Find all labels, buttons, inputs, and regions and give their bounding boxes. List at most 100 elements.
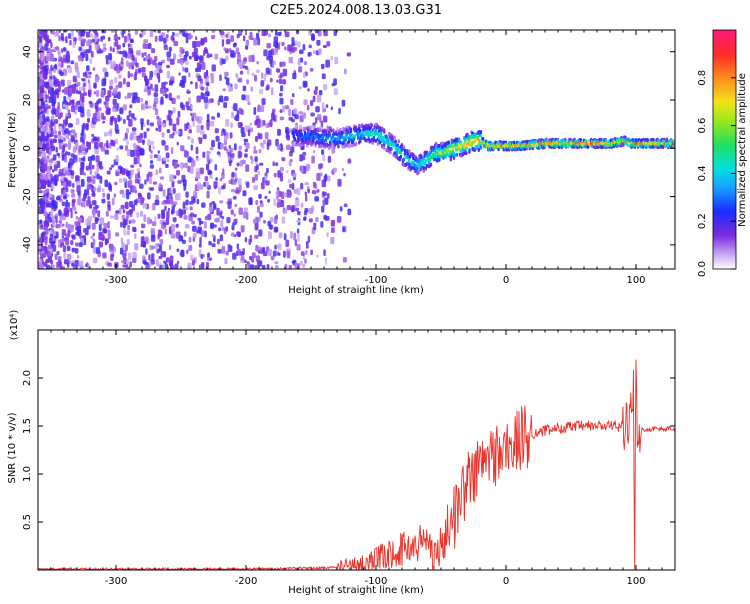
heatmap-noise-cell	[304, 182, 309, 186]
heatmap-noise-cell	[199, 167, 204, 175]
snr-x-axis-label: Height of straight line (km)	[288, 585, 424, 596]
heatmap-noise-cell	[67, 66, 73, 73]
heatmap-noise-cell	[63, 96, 67, 103]
heatmap-noise-cell	[347, 158, 352, 164]
heatmap-noise-cell	[326, 232, 329, 237]
heatmap-noise-cell	[111, 250, 115, 255]
heatmap-ridge-cell	[407, 158, 411, 163]
heatmap-noise-cell	[86, 176, 92, 183]
heatmap-noise-cell	[176, 95, 181, 100]
heatmap-noise-cell	[132, 226, 137, 232]
heatmap-noise-cell	[343, 203, 348, 208]
heatmap-noise-cell	[257, 37, 261, 46]
heatmap-noise-cell	[167, 207, 171, 211]
heatmap-noise-cell	[196, 55, 200, 60]
heatmap-noise-cell	[62, 223, 65, 227]
heatmap-noise-cell	[333, 30, 337, 36]
heatmap-noise-cell	[171, 180, 175, 188]
heatmap-noise-cell	[168, 262, 174, 267]
heatmap-noise-cell	[81, 53, 86, 58]
heatmap-noise-cell	[38, 64, 42, 69]
heatmap-noise-cell	[254, 222, 259, 231]
heatmap-noise-cell	[55, 196, 60, 201]
heatmap-noise-cell	[264, 195, 268, 200]
heatmap-noise-cell	[89, 160, 92, 166]
heatmap-ridge-cell	[312, 138, 315, 143]
heatmap-noise-cell	[126, 81, 131, 88]
heatmap-ridge-cell	[429, 155, 433, 160]
heatmap-noise-cell	[82, 122, 86, 130]
heatmap-noise-cell	[48, 148, 52, 156]
heatmap-noise-cell	[45, 258, 50, 264]
heatmap-noise-cell	[209, 53, 213, 58]
heatmap-noise-cell	[140, 210, 143, 217]
heatmap-noise-cell	[54, 130, 58, 135]
heatmap-noise-cell	[207, 252, 210, 258]
heatmap-noise-cell	[83, 172, 86, 176]
heatmap-noise-cell	[333, 88, 338, 95]
heatmap-noise-cell	[169, 80, 173, 86]
heatmap-ridge-cell	[425, 164, 429, 169]
heatmap-noise-cell	[47, 179, 50, 188]
heatmap-noise-cell	[223, 102, 228, 108]
heatmap-noise-cell	[156, 72, 160, 79]
heatmap-noise-cell	[60, 135, 64, 141]
heatmap-noise-cell	[278, 243, 282, 251]
heatmap-noise-cell	[281, 61, 286, 67]
heatmap-noise-cell	[161, 201, 167, 205]
heatmap-noise-cell	[65, 113, 69, 117]
heatmap-noise-cell	[323, 175, 327, 183]
heatmap-noise-cell	[158, 244, 162, 252]
heatmap-noise-cell	[303, 99, 308, 106]
heatmap-noise-cell	[159, 238, 164, 245]
heatmap-noise-cell	[78, 36, 82, 41]
heatmap-noise-cell	[54, 179, 58, 186]
heatmap-noise-cell	[160, 96, 164, 105]
heatmap-noise-cell	[109, 128, 113, 137]
heatmap-noise-cell	[166, 159, 170, 163]
heatmap-noise-cell	[147, 58, 151, 66]
heatmap-noise-cell	[52, 154, 57, 161]
heatmap-noise-cell	[85, 53, 89, 62]
heatmap-noise-cell	[307, 88, 310, 92]
heatmap-noise-cell	[275, 138, 279, 147]
heatmap-noise-cell	[53, 134, 59, 138]
heatmap-noise-cell	[121, 32, 124, 38]
heatmap-ridge-cell	[368, 138, 371, 143]
heatmap-noise-cell	[142, 30, 146, 36]
heatmap-noise-cell	[88, 165, 92, 170]
heatmap-ridge-cell	[336, 127, 339, 132]
heatmap-noise-cell	[125, 189, 130, 195]
heatmap-noise-cell	[46, 109, 50, 115]
heatmap-noise-cell	[66, 208, 69, 215]
heatmap-noise-cell	[256, 120, 261, 128]
heatmap-noise-cell	[39, 85, 43, 94]
heatmap-noise-cell	[294, 262, 299, 269]
heatmap-noise-cell	[175, 130, 180, 135]
heatmap-noise-cell	[243, 138, 249, 143]
heatmap-noise-cell	[85, 219, 90, 226]
heatmap-ridge-cell	[387, 138, 390, 143]
heatmap-noise-cell	[131, 127, 137, 132]
y-tick-label: 0	[22, 145, 33, 151]
heatmap-noise-cell	[341, 99, 346, 107]
heatmap-noise-cell	[130, 149, 135, 158]
heatmap-noise-cell	[127, 53, 133, 59]
heatmap-noise-cell	[129, 104, 133, 109]
heatmap-noise-cell	[298, 66, 303, 73]
heatmap-noise-cell	[86, 48, 90, 54]
heatmap-noise-cell	[324, 197, 329, 205]
heatmap-noise-cell	[310, 249, 313, 256]
heatmap-ridge-cell	[598, 137, 601, 142]
heatmap-noise-cell	[249, 264, 255, 269]
heatmap-noise-cell	[318, 48, 322, 55]
heatmap-ridge-cell	[439, 151, 442, 156]
heatmap-noise-cell	[117, 114, 121, 123]
heatmap-noise-cell	[139, 183, 144, 189]
heatmap-noise-cell	[50, 264, 55, 269]
heatmap-noise-cell	[251, 257, 255, 263]
heatmap-noise-cell	[281, 157, 286, 162]
heatmap-noise-cell	[46, 98, 50, 104]
heatmap-noise-cell	[277, 252, 281, 256]
heatmap-noise-cell	[66, 259, 70, 266]
